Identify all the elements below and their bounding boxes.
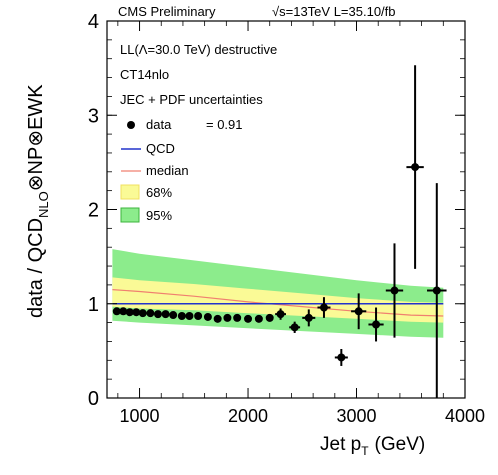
legend-label-data: data bbox=[146, 117, 172, 132]
data-point-11 bbox=[194, 312, 203, 321]
data-point-marker bbox=[138, 309, 147, 318]
legend-marker-68 bbox=[120, 184, 140, 200]
data-point-19 bbox=[275, 308, 286, 320]
data-point-13 bbox=[213, 314, 222, 323]
data-point-marker bbox=[337, 353, 346, 362]
data-point-marker bbox=[432, 286, 441, 295]
x-tick-label: 3000 bbox=[336, 406, 376, 426]
data-point-marker bbox=[233, 313, 242, 322]
data-point-marker bbox=[194, 312, 203, 321]
header-label: CMS Preliminary bbox=[118, 4, 216, 19]
x-tick-label: 1000 bbox=[120, 406, 160, 426]
data-point-7 bbox=[161, 310, 170, 319]
data-point-20 bbox=[289, 321, 301, 333]
legend-label-qcd: QCD bbox=[146, 141, 175, 156]
data-point-marker bbox=[290, 323, 299, 332]
data-point-marker bbox=[153, 310, 162, 319]
data-point-5 bbox=[146, 309, 155, 318]
data-point-marker bbox=[177, 312, 186, 321]
y-tick-label: 1 bbox=[88, 294, 99, 316]
data-point-23 bbox=[334, 348, 348, 366]
data-point-22 bbox=[317, 297, 331, 318]
reference-lines bbox=[112, 289, 444, 317]
data-point-24 bbox=[351, 293, 367, 330]
data-point-marker bbox=[411, 163, 420, 172]
data-point-marker bbox=[254, 314, 263, 323]
data-point-26 bbox=[385, 243, 404, 338]
legend: data QCD median 68% 95% bbox=[120, 117, 189, 223]
data-point-marker bbox=[265, 313, 274, 322]
data-point-0 bbox=[112, 307, 121, 316]
data-point-25 bbox=[368, 307, 384, 342]
data-point-marker bbox=[304, 313, 313, 322]
data-point-marker bbox=[185, 312, 194, 321]
y-axis-label: data / QCDNLO⊗NP⊗EWK bbox=[25, 84, 51, 318]
data-point-28 bbox=[427, 183, 447, 398]
data-point-marker bbox=[276, 310, 285, 319]
data-point-18 bbox=[265, 313, 274, 322]
data-point-2 bbox=[125, 308, 134, 317]
data-point-marker bbox=[146, 309, 155, 318]
data-point-16 bbox=[244, 314, 253, 323]
legend-label-95: 95% bbox=[146, 208, 172, 223]
data-point-9 bbox=[177, 312, 186, 321]
data-point-marker bbox=[203, 312, 212, 321]
chi-value-annotation: = 0.91 bbox=[206, 117, 243, 132]
data-point-marker bbox=[354, 307, 363, 316]
data-point-6 bbox=[153, 310, 162, 319]
data-point-marker bbox=[372, 320, 381, 329]
data-point-4 bbox=[138, 309, 147, 318]
data-point-marker bbox=[213, 314, 222, 323]
axes: 0 1 2 3 4 1000 2000 3000 4000 bbox=[88, 11, 485, 426]
energy-label: √s=13TeV L=35.10/fb bbox=[272, 4, 396, 19]
x-axis-label: Jet pT (GeV) bbox=[320, 434, 425, 458]
legend-label-median: median bbox=[146, 163, 189, 178]
data-point-marker bbox=[223, 313, 232, 322]
data-point-10 bbox=[185, 312, 194, 321]
data-point-17 bbox=[254, 314, 263, 323]
data-point-marker bbox=[169, 311, 178, 320]
legend-label-68: 68% bbox=[146, 185, 172, 200]
legend-marker-95 bbox=[120, 207, 140, 223]
data-point-marker bbox=[161, 310, 170, 319]
y-tick-label: 3 bbox=[88, 105, 99, 127]
data-point-1 bbox=[119, 307, 128, 316]
data-point-marker bbox=[390, 286, 399, 295]
model-annotation: LL(Λ=30.0 TeV) destructive bbox=[120, 42, 277, 57]
data-point-15 bbox=[233, 313, 242, 322]
y-tick-label: 4 bbox=[88, 11, 99, 33]
uncertainty-annotation: JEC + PDF uncertainties bbox=[120, 92, 263, 107]
data-point-3 bbox=[132, 308, 141, 317]
data-point-marker bbox=[112, 307, 121, 316]
data-point-12 bbox=[203, 312, 212, 321]
pdf-annotation: CT14nlo bbox=[120, 67, 169, 82]
data-point-marker bbox=[125, 308, 134, 317]
data-point-marker bbox=[119, 307, 128, 316]
y-tick-label: 0 bbox=[88, 388, 99, 410]
y-tick-label: 2 bbox=[88, 200, 99, 222]
data-point-14 bbox=[223, 313, 232, 322]
data-point-marker bbox=[319, 303, 328, 312]
x-tick-label: 2000 bbox=[228, 406, 268, 426]
data-point-8 bbox=[169, 311, 178, 320]
data-point-21 bbox=[302, 309, 316, 327]
data-points bbox=[112, 65, 447, 398]
x-tick-label: 4000 bbox=[445, 406, 485, 426]
data-point-marker bbox=[244, 314, 253, 323]
data-point-marker bbox=[132, 308, 141, 317]
legend-marker-data bbox=[127, 121, 135, 129]
data-point-27 bbox=[406, 65, 424, 269]
